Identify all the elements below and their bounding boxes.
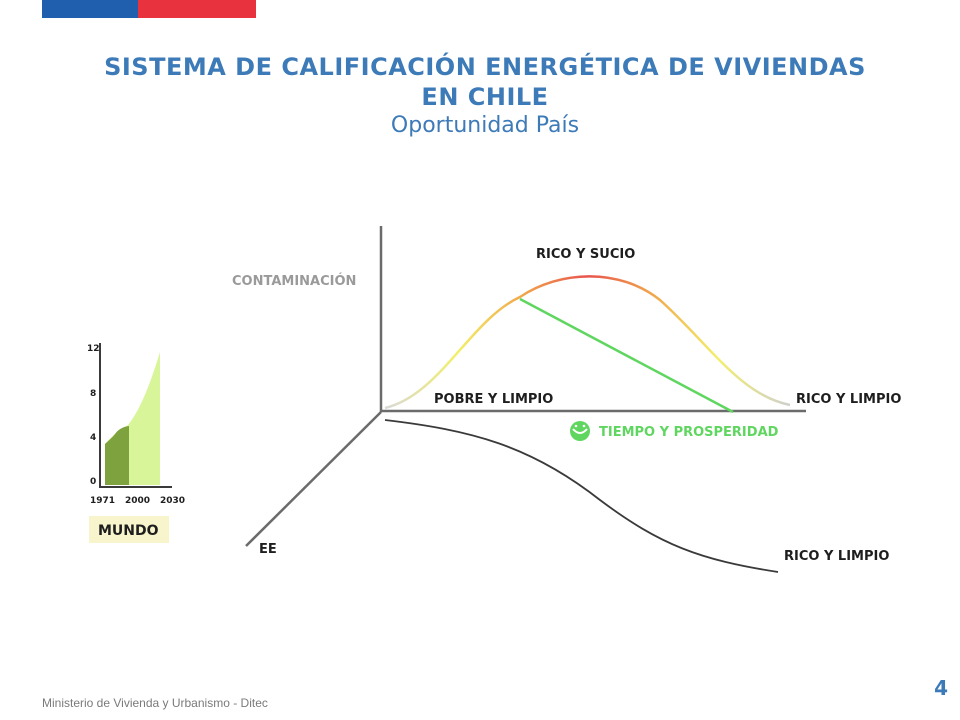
page-number: 4 (934, 676, 948, 700)
title-line-2: EN CHILE (421, 83, 549, 111)
bottom-right-label: RICO Y LIMPIO (784, 549, 889, 564)
title-line-1: SISTEMA DE CALIFICACIÓN ENERGÉTICA DE VI… (104, 53, 866, 81)
mini-xtick-2000: 2000 (125, 496, 150, 506)
mini-chart: 12 8 4 0 1971 2000 2030 MUNDO (87, 343, 185, 543)
z-axis (245, 411, 382, 547)
ee-curve (384, 419, 779, 573)
mini-xtick-2030: 2030 (160, 496, 185, 506)
arrow-label: TIEMPO Y PROSPERIDAD (599, 425, 779, 440)
mundo-caption: MUNDO (98, 523, 159, 539)
mini-ytick-0: 0 (90, 477, 96, 487)
smiley-icon (570, 421, 590, 441)
left-label: POBRE Y LIMPIO (434, 392, 553, 407)
pollution-curve (384, 275, 791, 410)
z-axis-label: EE (259, 542, 277, 557)
flag-red-bar (138, 0, 256, 18)
peak-label: RICO Y SUCIO (536, 247, 635, 262)
title-block: SISTEMA DE CALIFICACIÓN ENERGÉTICA DE VI… (0, 52, 960, 140)
footer-text: Ministerio de Vivienda y Urbanismo - Dit… (42, 696, 268, 710)
subtitle: Oportunidad País (390, 113, 580, 138)
mini-ytick-8: 8 (90, 389, 96, 399)
mini-chart-dark-area (105, 426, 129, 485)
y-axis-label: CONTAMINACIÓN (232, 273, 356, 289)
mini-xtick-1971: 1971 (90, 496, 115, 506)
prosperity-line (519, 297, 734, 414)
right-label: RICO Y LIMPIO (796, 392, 901, 407)
mini-ytick-12: 12 (87, 344, 100, 354)
mundo-badge (89, 516, 169, 543)
mini-ytick-4: 4 (90, 433, 96, 443)
flag-blue-bar (42, 0, 138, 18)
